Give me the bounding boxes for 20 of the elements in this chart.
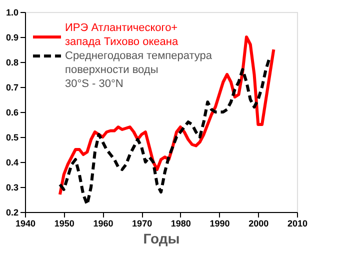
x-tick-label: 2000 bbox=[248, 218, 269, 228]
y-tick-label: 0.8 bbox=[6, 58, 18, 68]
y-tick-label: 0.4 bbox=[6, 158, 18, 168]
legend-label: ИРЭ Атлантического+ запада Тихово океана bbox=[65, 22, 179, 48]
x-tick-label: 1940 bbox=[15, 218, 36, 228]
x-tick-label: 1970 bbox=[132, 218, 152, 228]
x-tick-label: 1950 bbox=[54, 218, 74, 228]
x-tick-label: 1980 bbox=[170, 218, 191, 228]
x-axis-title: Годы bbox=[143, 230, 180, 246]
y-tick-label: 0.9 bbox=[6, 32, 18, 42]
y-tick-label: 0.3 bbox=[6, 182, 18, 192]
x-tick-label: 1960 bbox=[93, 218, 114, 228]
x-tick-label: 2010 bbox=[287, 218, 308, 228]
y-tick-label: 0.7 bbox=[6, 82, 18, 92]
y-tick-label: 0.5 bbox=[6, 132, 18, 142]
legend-label: Среднегодовая температура поверхности воды 30°S - 30°N bbox=[65, 50, 213, 90]
x-tick-label: 1990 bbox=[210, 218, 230, 228]
y-tick-label: 0.2 bbox=[6, 208, 18, 218]
y-tick-label: 1.0 bbox=[6, 8, 18, 18]
y-tick-label: 0.6 bbox=[6, 108, 18, 118]
